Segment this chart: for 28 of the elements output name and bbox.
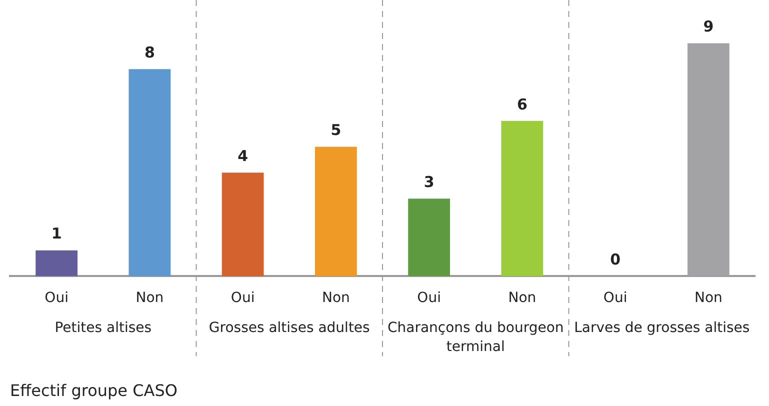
x-tick-label: Oui bbox=[417, 290, 441, 306]
bar bbox=[408, 198, 450, 276]
data-label: 4 bbox=[238, 147, 248, 166]
bar bbox=[128, 69, 171, 276]
x-tick-label: Oui bbox=[603, 290, 628, 306]
data-label: 0 bbox=[610, 250, 621, 269]
data-label: 1 bbox=[51, 224, 62, 243]
bar bbox=[501, 120, 544, 276]
x-tick-label: Non bbox=[322, 290, 350, 306]
data-label: 3 bbox=[424, 172, 434, 191]
text: Petites altises bbox=[54, 320, 152, 336]
x-tick-label: Oui bbox=[230, 290, 255, 306]
text: Charançons du bourgeon terminal bbox=[387, 320, 564, 355]
text: Larves de grosses altises bbox=[574, 320, 750, 336]
data-label: 9 bbox=[703, 18, 714, 36]
x-tick-label: Oui bbox=[44, 290, 68, 306]
bar bbox=[314, 146, 357, 276]
x-tick-label: Non bbox=[694, 290, 722, 306]
data-label: 6 bbox=[516, 95, 528, 114]
x-tick-label: Non bbox=[136, 290, 164, 306]
x-tick-label: Non bbox=[508, 290, 536, 306]
bar bbox=[222, 172, 264, 276]
bar bbox=[36, 250, 78, 276]
text: Grosses altises adultes bbox=[208, 320, 370, 336]
text: Effectif groupe CASO bbox=[10, 381, 178, 400]
bar bbox=[687, 43, 730, 276]
data-label: 8 bbox=[144, 44, 155, 62]
data-label: 5 bbox=[330, 121, 342, 140]
